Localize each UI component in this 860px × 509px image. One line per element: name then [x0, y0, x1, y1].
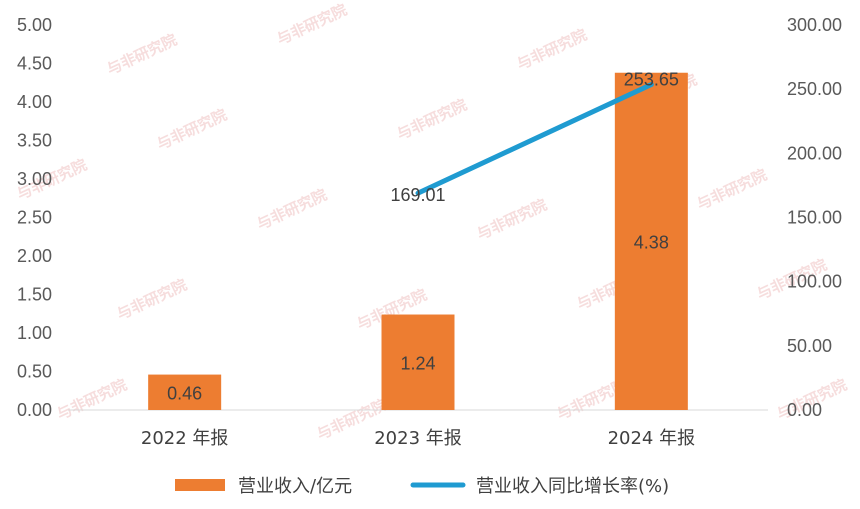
left-axis: 0.00 0.50 1.00 1.50 2.00 2.50 3.00 3.50 4.00 4.50…	[17, 15, 52, 420]
right-tick-label: 150.00	[787, 208, 842, 228]
left-tick-label: 0.50	[17, 362, 52, 382]
left-tick-label: 3.00	[17, 169, 52, 189]
left-tick-label: 2.00	[17, 246, 52, 266]
category-labels: 2022 年报 2023 年报 2024 年报	[141, 428, 695, 449]
legend: 营业收入/亿元 营业收入同比增长率(%)	[175, 476, 669, 497]
left-tick-label: 5.00	[17, 15, 52, 35]
line-data-label: 169.01	[390, 185, 445, 205]
legend-label-bar: 营业收入/亿元	[238, 476, 352, 497]
bar-series: 0.46 1.24 4.38	[148, 72, 688, 411]
watermark-text: 与非研究院	[474, 196, 550, 244]
left-tick-label: 4.50	[17, 54, 52, 74]
category-label: 2023 年报	[374, 428, 462, 449]
bar-2023-年报	[381, 314, 455, 410]
watermark-text: 与非研究院	[154, 106, 230, 154]
bar-data-label: 4.38	[634, 232, 669, 252]
bar-2024-年报	[614, 72, 688, 411]
right-tick-label: 200.00	[787, 143, 842, 163]
category-label: 2022 年报	[141, 428, 229, 449]
right-tick-label: 50.00	[787, 336, 832, 356]
watermark-text: 与非研究院	[114, 276, 190, 324]
left-tick-label: 1.50	[17, 285, 52, 305]
legend-label-line: 营业收入同比增长率(%)	[476, 476, 669, 497]
watermark-text: 与非研究院	[54, 376, 130, 424]
bar-data-label: 0.46	[167, 383, 202, 403]
bar-data-label: 1.24	[400, 353, 435, 373]
watermark-text: 与非研究院	[104, 31, 180, 79]
watermark-text: 与非研究院	[394, 96, 470, 144]
right-tick-label: 250.00	[787, 79, 842, 99]
legend-swatch-bar	[175, 479, 225, 491]
category-label: 2024 年报	[608, 428, 696, 449]
line-series: 169.01 253.65	[390, 69, 678, 205]
right-tick-label: 0.00	[787, 400, 822, 420]
right-tick-label: 100.00	[787, 272, 842, 292]
left-tick-label: 3.50	[17, 131, 52, 151]
left-tick-label: 0.00	[17, 400, 52, 420]
left-tick-label: 1.00	[17, 323, 52, 343]
watermark-text: 与非研究院	[274, 1, 350, 49]
right-axis: 0.00 50.00 100.00 150.00 200.00 250.00 300.00	[787, 15, 842, 420]
line-data-label: 253.65	[624, 69, 679, 89]
watermark-text: 与非研究院	[514, 26, 590, 74]
left-tick-label: 4.00	[17, 92, 52, 112]
watermark-text: 与非研究院	[254, 186, 330, 234]
bar-2022-年报	[148, 374, 222, 410]
right-tick-label: 300.00	[787, 15, 842, 35]
watermark-text: 与非研究院	[694, 166, 770, 214]
growth-rate-line	[415, 81, 654, 196]
left-tick-label: 2.50	[17, 208, 52, 228]
